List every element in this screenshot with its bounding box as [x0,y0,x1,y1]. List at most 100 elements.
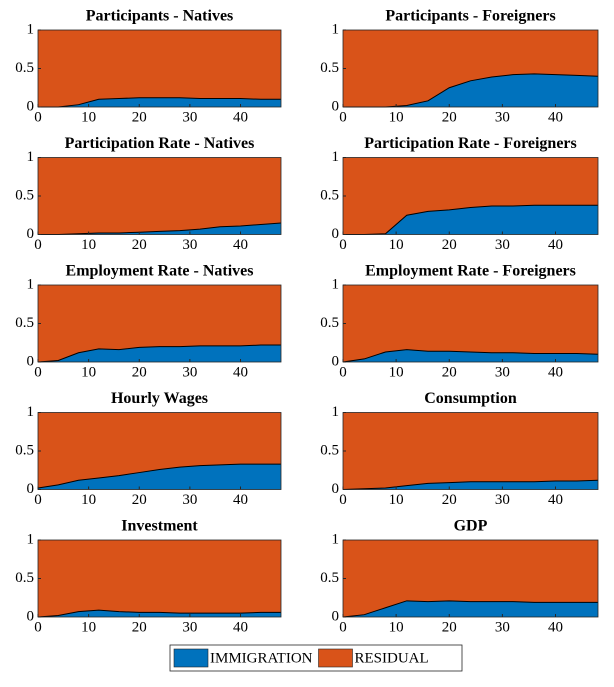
x-tick-label: 20 [442,109,457,125]
y-tick-label: 0 [27,226,35,242]
y-tick-label: 0.5 [320,315,339,331]
x-tick-label: 30 [495,364,510,380]
x-tick-label: 10 [81,237,96,253]
y-tick-label: 1 [27,276,35,292]
boundary-line [342,479,599,490]
x-tick-label: 0 [34,492,42,508]
boundary-line [343,204,598,235]
x-tick-label: 30 [495,237,510,253]
area [343,349,598,362]
y-tick-label: 0 [332,353,340,369]
y-tick-label: 0.5 [320,187,339,203]
area [38,157,281,235]
chart-title: Participants - Foreigners [385,8,555,25]
x-tick-label: 0 [339,364,347,380]
x-tick-label: 30 [182,619,197,635]
y-tick-label: 0.5 [15,187,34,203]
x-tick-label: 10 [81,364,96,380]
area [38,464,281,490]
boundary-line [37,463,281,489]
x-tick-label: 40 [233,109,248,125]
x-tick-label: 20 [132,237,147,253]
x-tick-label: 0 [34,237,42,253]
x-tick-label: 40 [233,364,248,380]
boundary-line [342,600,598,618]
x-tick-label: 10 [389,237,404,253]
y-tick-label: 0.5 [320,60,339,76]
y-tick-label: 0 [27,608,35,624]
x-tick-label: 20 [132,619,147,635]
x-tick-label: 40 [548,364,563,380]
x-tick-label: 10 [389,619,404,635]
x-tick-label: 20 [442,237,457,253]
area [343,30,598,107]
x-tick-label: 40 [233,237,248,253]
x-tick-label: 10 [389,364,404,380]
y-tick-label: 0.5 [15,315,34,331]
y-tick-label: 1 [27,531,35,547]
boundary-line [37,344,281,363]
y-tick-label: 1 [332,276,340,292]
x-tick-label: 20 [442,492,457,508]
x-tick-label: 0 [339,109,347,125]
chart-title: GDP [454,518,488,535]
y-tick-label: 0 [332,481,340,497]
x-tick-label: 30 [495,619,510,635]
legend-swatch [173,648,209,668]
y-tick-label: 1 [27,149,35,165]
y-tick-label: 0 [27,98,35,114]
x-tick-label: 40 [233,619,248,635]
y-tick-label: 1 [27,21,35,37]
legend-label: RESIDUAL [355,650,429,666]
chart-title: Participants - Natives [86,8,234,25]
area [343,540,598,617]
chart-title: Employment Rate - Foreigners [365,263,576,280]
x-tick-label: 40 [233,492,248,508]
y-tick-label: 1 [332,531,340,547]
area [343,412,598,490]
y-tick-label: 0 [332,608,340,624]
chart-title: Hourly Wages [111,390,208,407]
x-tick-label: 30 [182,364,197,380]
area [38,610,281,617]
area [38,285,281,362]
chart-title: Participation Rate - Natives [65,135,255,152]
area [38,30,281,107]
y-tick-label: 1 [332,404,340,420]
x-tick-label: 30 [495,492,510,508]
x-tick-label: 40 [548,109,563,125]
boundary-line [38,97,281,108]
area [343,285,598,362]
y-tick-label: 0 [27,481,35,497]
x-tick-label: 30 [182,492,197,508]
x-tick-label: 10 [389,109,404,125]
boundary-line [38,222,282,235]
x-tick-label: 40 [548,237,563,253]
x-tick-label: 20 [132,364,147,380]
area [38,222,281,235]
x-tick-label: 10 [81,492,96,508]
legend-box [169,644,463,672]
area [343,73,598,107]
y-tick-label: 0.5 [320,570,339,586]
legend-swatch [318,648,353,668]
y-tick-label: 1 [332,21,340,37]
y-tick-label: 0.5 [15,442,34,458]
x-tick-label: 10 [81,619,96,635]
x-tick-label: 0 [34,619,42,635]
y-tick-label: 1 [332,149,340,165]
x-tick-label: 20 [442,619,457,635]
area [343,600,598,617]
y-tick-label: 1 [27,404,35,420]
y-tick-label: 0 [27,353,35,369]
y-tick-label: 0.5 [15,60,34,76]
x-tick-label: 20 [442,364,457,380]
x-tick-label: 0 [339,619,347,635]
chart-title: Consumption [424,390,517,407]
boundary-line [37,609,281,618]
x-tick-label: 0 [339,237,347,253]
x-tick-label: 30 [182,237,197,253]
x-tick-label: 20 [132,109,147,125]
x-tick-label: 0 [339,492,347,508]
